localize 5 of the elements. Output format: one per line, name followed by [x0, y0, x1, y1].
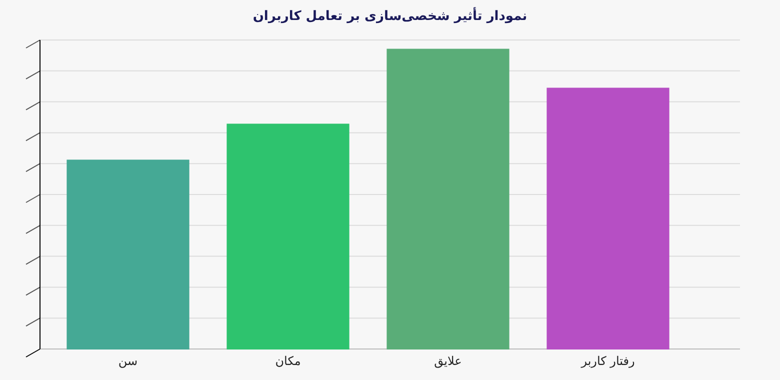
x-tick-label: رفتار کاربر: [580, 354, 635, 368]
chart-title: نمودار تأثیر شخصی‌سازی بر تعامل کاربران: [252, 7, 528, 24]
x-tick-label: سن: [118, 354, 138, 368]
x-tick-label: مکان: [275, 354, 301, 368]
x-tick-label: علایق: [434, 354, 462, 368]
